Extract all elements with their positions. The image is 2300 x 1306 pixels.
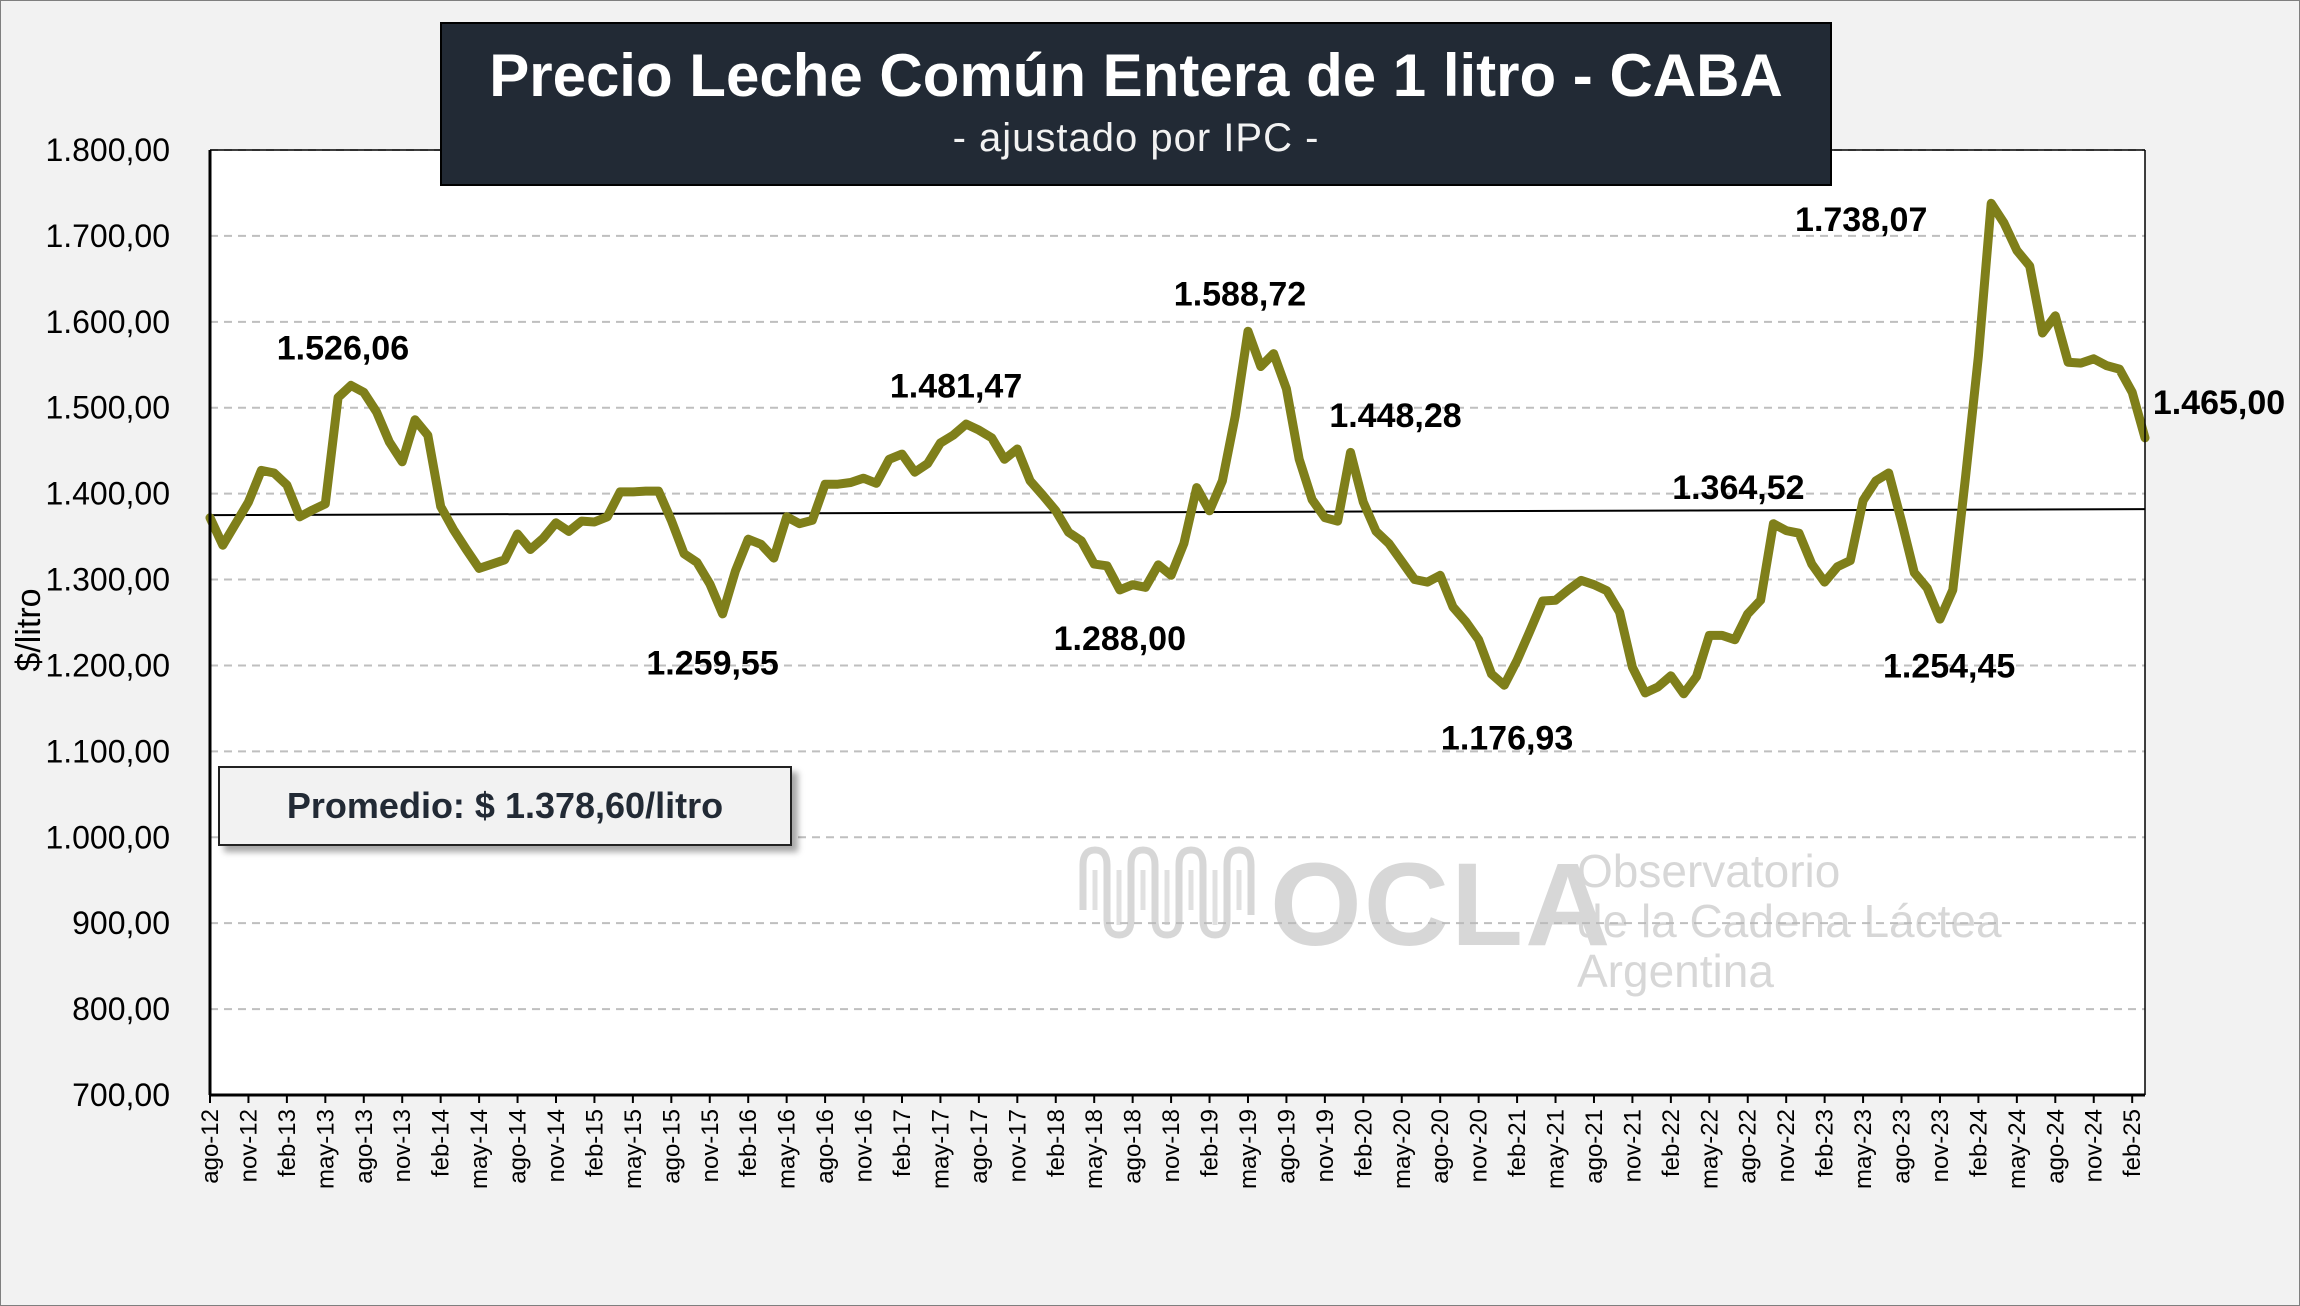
x-tick-label: ago-12 — [197, 1109, 224, 1184]
x-tick-label: may-24 — [2004, 1109, 2031, 1189]
x-tick-label: may-17 — [927, 1109, 954, 1189]
x-tick-label: nov-17 — [1004, 1109, 1031, 1182]
x-tick-label: may-15 — [620, 1109, 647, 1189]
y-tick-label: 1.000,00 — [45, 819, 170, 855]
x-tick-label: feb-15 — [581, 1109, 608, 1177]
data-label: 1.526,06 — [277, 329, 409, 367]
x-tick-label: feb-23 — [1812, 1109, 1839, 1177]
x-tick-label: may-20 — [1389, 1109, 1416, 1189]
watermark-line-1: Observatorio — [1577, 845, 1841, 897]
x-tick-label: ago-16 — [812, 1109, 839, 1184]
title-box: Precio Leche Común Entera de 1 litro - C… — [440, 22, 1832, 186]
x-tick-label: nov-13 — [389, 1109, 416, 1182]
y-tick-label: 1.100,00 — [45, 733, 170, 769]
x-tick-label: ago-24 — [2042, 1109, 2069, 1184]
data-label: 1.254,45 — [1883, 648, 2015, 686]
annotations: 1.526,06 1.259,55 1.481,47 1.288,00 1.588,72… — [277, 201, 2285, 757]
x-tick-label: may-13 — [312, 1109, 339, 1189]
y-tick-labels: 700,00 800,00 900,00 1.000,00 1.100,00 1.200,… — [45, 132, 170, 1113]
x-tick-label: feb-14 — [428, 1109, 455, 1177]
x-tick-label: feb-16 — [735, 1109, 762, 1177]
ocla-watermark: OCLA Observatorio de la Cadena Láctea Ar… — [1075, 840, 2005, 1010]
x-tick-label: nov-19 — [1312, 1109, 1339, 1182]
data-label: 1.481,47 — [890, 368, 1022, 406]
y-tick-label: 1.500,00 — [45, 390, 170, 426]
x-tick-label: may-16 — [774, 1109, 801, 1189]
x-tick-label: feb-25 — [2119, 1109, 2146, 1177]
y-tick-label: 1.800,00 — [45, 132, 170, 168]
x-tick-label: may-18 — [1081, 1109, 1108, 1189]
x-tick-label: feb-21 — [1504, 1109, 1531, 1177]
x-tick-label: ago-17 — [966, 1109, 993, 1184]
average-line-layer — [209, 508, 2146, 517]
watermark-line-3: Argentina — [1577, 945, 1774, 997]
chart-subtitle: - ajustado por IPC - — [952, 116, 1320, 160]
y-tick-label: 1.200,00 — [45, 647, 170, 683]
data-label: 1.259,55 — [646, 644, 778, 682]
x-tick-label: feb-24 — [1965, 1109, 1992, 1177]
x-tick-label: feb-20 — [1350, 1109, 1377, 1177]
ocla-logo-waves-icon — [1079, 846, 1255, 939]
data-label: 1.288,00 — [1054, 620, 1186, 658]
y-axis-label: $/litro — [10, 588, 48, 671]
chart-title: Precio Leche Común Entera de 1 litro - C… — [489, 42, 1783, 109]
x-tick-labels: ago-12 nov-12 feb-13 may-13 ago-13 nov-13 feb-… — [197, 1109, 2146, 1189]
x-tick-label: nov-15 — [697, 1109, 724, 1182]
x-tick-label: nov-20 — [1466, 1109, 1493, 1182]
ocla-logo-text: OCLA — [1270, 839, 1613, 971]
x-tick-label: may-19 — [1235, 1109, 1262, 1189]
x-tick-label: feb-19 — [1197, 1109, 1224, 1177]
x-tick-label: ago-15 — [658, 1109, 685, 1184]
x-tick-label: may-22 — [1696, 1109, 1723, 1189]
x-tick-label: ago-18 — [1120, 1109, 1147, 1184]
y-tick-label: 700,00 — [72, 1077, 170, 1113]
average-line — [209, 508, 2146, 517]
y-tick-label: 900,00 — [72, 905, 170, 941]
x-tick-label: nov-16 — [851, 1109, 878, 1182]
data-label: 1.738,07 — [1795, 201, 1927, 239]
x-tick-label: nov-14 — [543, 1109, 570, 1182]
x-tick-label: nov-21 — [1619, 1109, 1646, 1182]
y-tick-label: 1.400,00 — [45, 476, 170, 512]
x-tick-label: may-21 — [1543, 1109, 1570, 1189]
x-tick-label: feb-18 — [1043, 1109, 1070, 1177]
x-tick-label: feb-22 — [1658, 1109, 1685, 1177]
price-series-line — [205, 198, 2150, 699]
x-tick-label: ago-14 — [505, 1109, 532, 1184]
x-tick-label: nov-22 — [1773, 1109, 1800, 1182]
x-tick-label: ago-19 — [1273, 1109, 1300, 1184]
x-tick-label: feb-13 — [274, 1109, 301, 1177]
x-tick-label: ago-22 — [1735, 1109, 1762, 1184]
y-tick-label: 1.700,00 — [45, 218, 170, 254]
x-tick-label: nov-23 — [1927, 1109, 1954, 1182]
watermark-line-2: de la Cadena Láctea — [1577, 895, 2002, 947]
average-label: Promedio: $ 1.378,60/litro — [286, 785, 724, 826]
x-tick-label: feb-17 — [889, 1109, 916, 1177]
x-tick-label: ago-21 — [1581, 1109, 1608, 1184]
average-box: Promedio: $ 1.378,60/litro — [218, 766, 792, 846]
x-tick-label: ago-13 — [351, 1109, 378, 1184]
data-label: 1.364,52 — [1672, 469, 1804, 507]
x-tick-label: nov-18 — [1158, 1109, 1185, 1182]
x-tick-label: ago-23 — [1889, 1109, 1916, 1184]
x-tick-label: ago-20 — [1427, 1109, 1454, 1184]
y-tick-label: 1.300,00 — [45, 562, 170, 598]
plot-area — [210, 150, 2145, 1095]
y-tick-label: 1.600,00 — [45, 304, 170, 340]
x-tick-label: nov-24 — [2081, 1109, 2108, 1182]
data-label: 1.176,93 — [1441, 719, 1573, 757]
data-label: 1.465,00 — [2153, 384, 2285, 422]
x-tick-label: nov-12 — [235, 1109, 262, 1182]
x-tick-label: may-23 — [1850, 1109, 1877, 1189]
data-label: 1.448,28 — [1329, 397, 1461, 435]
y-tick-label: 800,00 — [72, 991, 170, 1027]
x-tick-label: may-14 — [466, 1109, 493, 1189]
series-layer — [205, 198, 2150, 699]
data-label: 1.588,72 — [1174, 276, 1306, 314]
